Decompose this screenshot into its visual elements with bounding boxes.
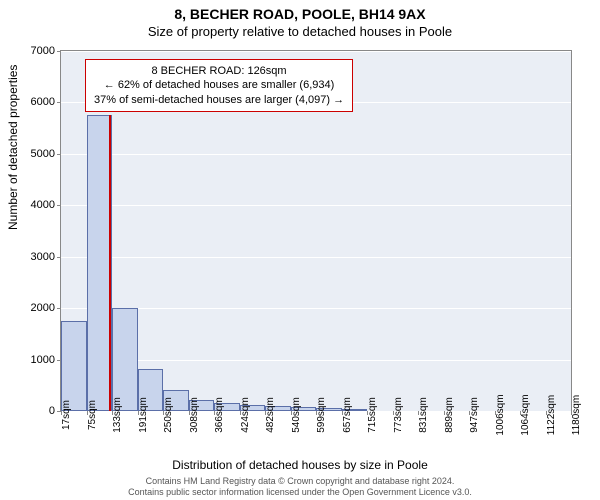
x-axis-label: Distribution of detached houses by size … xyxy=(0,458,600,472)
annotation-line: 8 BECHER ROAD: 126sqm xyxy=(94,64,344,78)
y-axis-label: Number of detached properties xyxy=(6,65,20,230)
y-tick-label: 6000 xyxy=(31,96,55,108)
y-tick-label: 3000 xyxy=(31,251,55,263)
x-tick-label: 1122sqm xyxy=(546,395,557,435)
y-tick-label: 1000 xyxy=(31,354,55,366)
x-tick-mark xyxy=(214,411,215,415)
y-tick-mark xyxy=(57,102,61,103)
x-tick-label: 133sqm xyxy=(112,397,123,433)
x-tick-mark xyxy=(495,411,496,415)
y-tick-label: 0 xyxy=(49,405,55,417)
y-tick-label: 7000 xyxy=(31,45,55,57)
x-tick-label: 831sqm xyxy=(418,397,429,433)
x-tick-mark xyxy=(163,411,164,415)
gridline xyxy=(61,154,571,155)
x-tick-label: 657sqm xyxy=(342,397,353,433)
x-tick-label: 599sqm xyxy=(316,397,327,433)
footer-line-1: Contains HM Land Registry data © Crown c… xyxy=(0,476,600,487)
histogram-bar xyxy=(61,321,87,411)
x-tick-label: 308sqm xyxy=(189,397,200,433)
footer-attribution: Contains HM Land Registry data © Crown c… xyxy=(0,476,600,498)
x-tick-label: 191sqm xyxy=(138,397,149,433)
x-tick-mark xyxy=(546,411,547,415)
annotation-line: ← 62% of detached houses are smaller (6,… xyxy=(94,78,344,92)
annotation-box: 8 BECHER ROAD: 126sqm← 62% of detached h… xyxy=(85,59,353,112)
chart-title: 8, BECHER ROAD, POOLE, BH14 9AX xyxy=(0,0,600,22)
y-tick-mark xyxy=(57,205,61,206)
x-tick-mark xyxy=(571,411,572,415)
x-tick-mark xyxy=(61,411,62,415)
x-tick-mark xyxy=(418,411,419,415)
gridline xyxy=(61,51,571,52)
x-tick-mark xyxy=(291,411,292,415)
chart-container: 8, BECHER ROAD, POOLE, BH14 9AX Size of … xyxy=(0,0,600,500)
x-tick-mark xyxy=(87,411,88,415)
property-marker-line xyxy=(109,115,111,411)
x-tick-label: 715sqm xyxy=(367,397,378,433)
x-tick-label: 75sqm xyxy=(87,400,98,430)
chart-subtitle: Size of property relative to detached ho… xyxy=(0,22,600,39)
y-tick-label: 4000 xyxy=(31,199,55,211)
x-tick-label: 424sqm xyxy=(240,397,251,433)
y-tick-mark xyxy=(57,308,61,309)
gridline xyxy=(61,308,571,309)
histogram-bar xyxy=(112,308,138,411)
x-tick-label: 366sqm xyxy=(214,397,225,433)
y-tick-mark xyxy=(57,257,61,258)
y-tick-mark xyxy=(57,51,61,52)
x-tick-mark xyxy=(138,411,139,415)
x-tick-label: 1006sqm xyxy=(495,394,506,435)
gridline xyxy=(61,257,571,258)
gridline xyxy=(61,360,571,361)
x-tick-mark xyxy=(342,411,343,415)
x-tick-mark xyxy=(444,411,445,415)
x-tick-mark xyxy=(189,411,190,415)
x-tick-mark xyxy=(393,411,394,415)
y-tick-mark xyxy=(57,154,61,155)
x-tick-label: 773sqm xyxy=(393,397,404,433)
x-tick-mark xyxy=(469,411,470,415)
x-tick-mark xyxy=(367,411,368,415)
x-tick-label: 947sqm xyxy=(469,397,480,433)
x-tick-mark xyxy=(316,411,317,415)
annotation-line: 37% of semi-detached houses are larger (… xyxy=(94,93,344,107)
footer-line-2: Contains public sector information licen… xyxy=(0,487,600,498)
x-tick-label: 17sqm xyxy=(61,400,72,430)
y-tick-label: 5000 xyxy=(31,148,55,160)
x-tick-label: 1064sqm xyxy=(520,394,531,435)
histogram-bar xyxy=(87,115,113,411)
x-tick-label: 1180sqm xyxy=(571,395,582,435)
x-tick-label: 482sqm xyxy=(265,397,276,433)
x-tick-mark xyxy=(240,411,241,415)
gridline xyxy=(61,205,571,206)
y-tick-label: 2000 xyxy=(31,302,55,314)
x-tick-label: 540sqm xyxy=(291,397,302,433)
plot-area: 0100020003000400050006000700017sqm75sqm1… xyxy=(60,50,572,412)
x-tick-label: 250sqm xyxy=(163,397,174,433)
x-tick-mark xyxy=(112,411,113,415)
x-tick-label: 889sqm xyxy=(444,397,455,433)
x-tick-mark xyxy=(520,411,521,415)
x-tick-mark xyxy=(265,411,266,415)
